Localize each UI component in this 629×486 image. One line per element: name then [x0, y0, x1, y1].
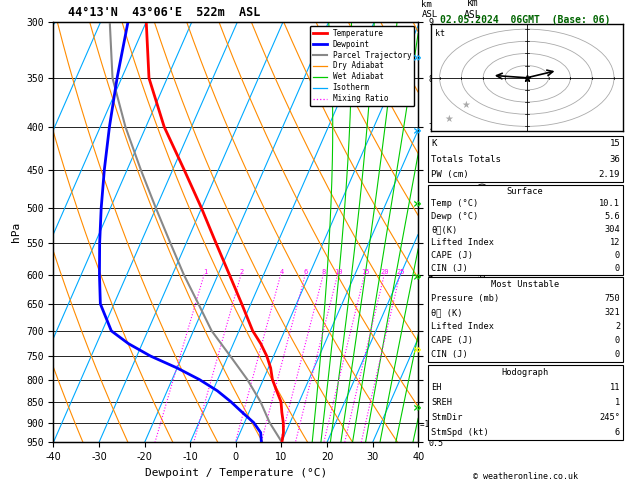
Text: 2.19: 2.19 — [599, 170, 620, 179]
Text: 15: 15 — [361, 269, 369, 275]
Text: K: K — [431, 139, 437, 148]
Text: 0: 0 — [615, 264, 620, 273]
Text: 5.6: 5.6 — [604, 212, 620, 221]
Text: PW (cm): PW (cm) — [431, 170, 469, 179]
Text: »: » — [413, 343, 421, 357]
Text: kt: kt — [435, 29, 445, 38]
Text: CAPE (J): CAPE (J) — [431, 336, 474, 346]
Text: 44°13'N  43°06'E  522m  ASL: 44°13'N 43°06'E 522m ASL — [68, 6, 260, 19]
Text: CAPE (J): CAPE (J) — [431, 251, 474, 260]
Text: Dewp (°C): Dewp (°C) — [431, 212, 479, 221]
Text: Lifted Index: Lifted Index — [431, 322, 494, 331]
Text: =1 LCL: =1 LCL — [420, 420, 447, 429]
Text: Temp (°C): Temp (°C) — [431, 199, 479, 208]
Text: 25: 25 — [396, 269, 405, 275]
Text: 0: 0 — [615, 336, 620, 346]
Text: 1: 1 — [615, 398, 620, 407]
Text: ★: ★ — [461, 100, 470, 109]
Text: 15: 15 — [610, 139, 620, 148]
Text: Surface: Surface — [507, 187, 543, 195]
Text: Most Unstable: Most Unstable — [491, 279, 559, 289]
Text: »: » — [413, 401, 421, 415]
Text: »: » — [413, 270, 421, 284]
Text: 36: 36 — [610, 155, 620, 164]
Text: 0: 0 — [615, 350, 620, 360]
Text: Totals Totals: Totals Totals — [431, 155, 501, 164]
Text: 8: 8 — [322, 269, 326, 275]
Text: StmDir: StmDir — [431, 413, 463, 422]
Text: 10: 10 — [334, 269, 343, 275]
Text: km
ASL: km ASL — [421, 0, 438, 19]
Text: 10.1: 10.1 — [599, 199, 620, 208]
Text: 6: 6 — [615, 428, 620, 437]
Text: 12: 12 — [610, 238, 620, 247]
Text: 245°: 245° — [599, 413, 620, 422]
Text: 4: 4 — [279, 269, 284, 275]
Text: 304: 304 — [604, 225, 620, 234]
Text: »: » — [413, 124, 421, 138]
Text: CIN (J): CIN (J) — [431, 264, 468, 273]
Text: 2: 2 — [615, 322, 620, 331]
Text: EH: EH — [431, 382, 442, 392]
Text: 1: 1 — [203, 269, 207, 275]
Text: θᴇ (K): θᴇ (K) — [431, 308, 463, 317]
X-axis label: Dewpoint / Temperature (°C): Dewpoint / Temperature (°C) — [145, 468, 327, 478]
Text: 11: 11 — [610, 382, 620, 392]
Text: Lifted Index: Lifted Index — [431, 238, 494, 247]
Text: Hodograph: Hodograph — [501, 367, 549, 377]
Y-axis label: hPa: hPa — [11, 222, 21, 242]
Text: »: » — [413, 197, 421, 211]
Text: Mixing Ratio (g/kg): Mixing Ratio (g/kg) — [479, 181, 489, 283]
Text: θᴇ(K): θᴇ(K) — [431, 225, 458, 234]
Text: 2: 2 — [240, 269, 244, 275]
Text: SREH: SREH — [431, 398, 452, 407]
Text: 6: 6 — [304, 269, 308, 275]
Text: 750: 750 — [604, 294, 620, 303]
Y-axis label: km
ASL: km ASL — [464, 0, 482, 20]
Text: 02.05.2024  06GMT  (Base: 06): 02.05.2024 06GMT (Base: 06) — [440, 15, 610, 25]
Text: CIN (J): CIN (J) — [431, 350, 468, 360]
Text: 0: 0 — [615, 251, 620, 260]
Text: 321: 321 — [604, 308, 620, 317]
Text: © weatheronline.co.uk: © weatheronline.co.uk — [473, 472, 577, 481]
Legend: Temperature, Dewpoint, Parcel Trajectory, Dry Adiabat, Wet Adiabat, Isotherm, Mi: Temperature, Dewpoint, Parcel Trajectory… — [310, 26, 415, 106]
Text: StmSpd (kt): StmSpd (kt) — [431, 428, 489, 437]
Text: ★: ★ — [444, 114, 453, 124]
Text: »: » — [413, 52, 421, 65]
Text: 20: 20 — [381, 269, 389, 275]
Text: Pressure (mb): Pressure (mb) — [431, 294, 500, 303]
